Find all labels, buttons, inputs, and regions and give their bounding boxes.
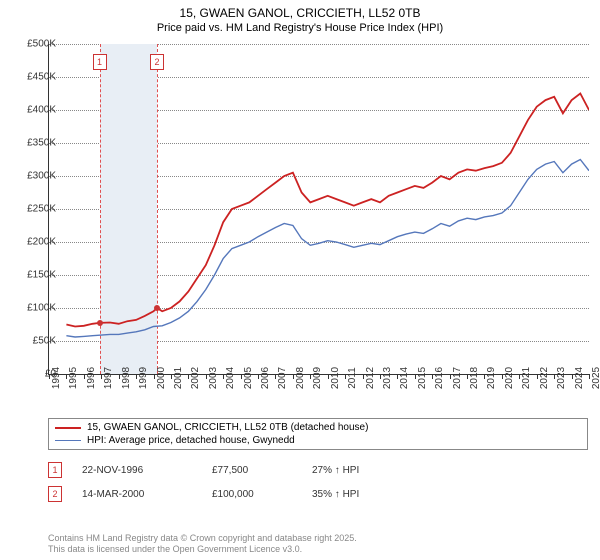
x-axis-label: 2016 — [434, 367, 445, 389]
page-subtitle: Price paid vs. HM Land Registry's House … — [0, 22, 600, 34]
sale-row-marker: 2 — [48, 486, 62, 502]
x-axis-label: 2005 — [243, 367, 254, 389]
x-axis-label: 2018 — [469, 367, 480, 389]
x-axis-label: 2024 — [574, 367, 585, 389]
x-tick — [258, 374, 259, 379]
x-axis-label: 2023 — [556, 367, 567, 389]
x-tick — [136, 374, 137, 379]
x-tick — [345, 374, 346, 379]
x-tick — [380, 374, 381, 379]
x-tick — [554, 374, 555, 379]
sale-row-marker: 1 — [48, 462, 62, 478]
y-axis-label: £250K — [12, 204, 56, 215]
x-tick — [119, 374, 120, 379]
sale-date: 22-NOV-1996 — [82, 465, 192, 476]
x-axis-label: 2000 — [156, 367, 167, 389]
y-axis-label: £400K — [12, 105, 56, 116]
x-axis-label: 2014 — [399, 367, 410, 389]
x-axis-label: 2022 — [539, 367, 550, 389]
x-tick — [467, 374, 468, 379]
x-tick — [363, 374, 364, 379]
x-axis-label: 2009 — [312, 367, 323, 389]
sale-price: £77,500 — [212, 465, 292, 476]
sale-row: 2 14-MAR-2000 £100,000 35% ↑ HPI — [48, 486, 392, 502]
x-axis-label: 2025 — [591, 367, 600, 389]
sale-hpi: 27% ↑ HPI — [312, 465, 392, 476]
x-axis-label: 2010 — [330, 367, 341, 389]
x-tick — [84, 374, 85, 379]
x-tick — [293, 374, 294, 379]
x-axis-label: 2020 — [504, 367, 515, 389]
x-axis-label: 2007 — [277, 367, 288, 389]
y-axis-label: £200K — [12, 237, 56, 248]
sale-row: 1 22-NOV-1996 £77,500 27% ↑ HPI — [48, 462, 392, 478]
x-axis-label: 1997 — [103, 367, 114, 389]
y-axis-label: £150K — [12, 270, 56, 281]
x-axis-label: 2015 — [417, 367, 428, 389]
x-tick — [502, 374, 503, 379]
x-tick — [572, 374, 573, 379]
x-tick — [171, 374, 172, 379]
y-axis-label: £500K — [12, 39, 56, 50]
x-tick — [589, 374, 590, 379]
series-line — [66, 94, 589, 327]
footer-line-2: This data is licensed under the Open Gov… — [48, 544, 357, 556]
x-tick — [415, 374, 416, 379]
x-axis-label: 1994 — [51, 367, 62, 389]
x-tick — [206, 374, 207, 379]
x-axis-label: 2001 — [173, 367, 184, 389]
x-axis-label: 1996 — [86, 367, 97, 389]
y-axis-label: £100K — [12, 303, 56, 314]
legend-label: 15, GWAEN GANOL, CRICCIETH, LL52 0TB (de… — [87, 422, 368, 433]
chart-area: 12 — [48, 44, 589, 375]
footer-line-1: Contains HM Land Registry data © Crown c… — [48, 533, 357, 545]
legend-row: 15, GWAEN GANOL, CRICCIETH, LL52 0TB (de… — [55, 421, 581, 434]
x-axis-label: 1998 — [121, 367, 132, 389]
sale-price: £100,000 — [212, 489, 292, 500]
x-axis-label: 2017 — [452, 367, 463, 389]
x-axis-label: 2019 — [486, 367, 497, 389]
legend-swatch — [55, 427, 81, 429]
y-axis-label: £450K — [12, 72, 56, 83]
x-axis-label: 1995 — [68, 367, 79, 389]
x-axis-label: 2002 — [190, 367, 201, 389]
x-tick — [241, 374, 242, 379]
x-tick — [328, 374, 329, 379]
x-tick — [537, 374, 538, 379]
x-axis-label: 2003 — [208, 367, 219, 389]
x-axis-label: 2004 — [225, 367, 236, 389]
legend-label: HPI: Average price, detached house, Gwyn… — [87, 435, 295, 446]
y-axis-label: £350K — [12, 138, 56, 149]
sale-marker-box: 2 — [150, 54, 164, 70]
legend-row: HPI: Average price, detached house, Gwyn… — [55, 434, 581, 447]
sale-marker-dot — [154, 305, 160, 311]
x-axis-label: 2008 — [295, 367, 306, 389]
x-tick — [154, 374, 155, 379]
y-axis-label: £0 — [12, 369, 56, 380]
x-axis-label: 2021 — [521, 367, 532, 389]
footer: Contains HM Land Registry data © Crown c… — [48, 533, 357, 556]
x-axis-label: 2012 — [365, 367, 376, 389]
x-axis-label: 2013 — [382, 367, 393, 389]
series-line — [66, 160, 589, 338]
x-axis-label: 1999 — [138, 367, 149, 389]
x-tick — [450, 374, 451, 379]
x-axis-label: 2006 — [260, 367, 271, 389]
page-title: 15, GWAEN GANOL, CRICCIETH, LL52 0TB — [0, 6, 600, 20]
sale-marker-dot — [97, 320, 103, 326]
sale-date: 14-MAR-2000 — [82, 489, 192, 500]
sale-marker-box: 1 — [93, 54, 107, 70]
legend: 15, GWAEN GANOL, CRICCIETH, LL52 0TB (de… — [48, 418, 588, 450]
y-axis-label: £300K — [12, 171, 56, 182]
x-axis-label: 2011 — [347, 367, 358, 389]
y-axis-label: £50K — [12, 336, 56, 347]
legend-swatch — [55, 440, 81, 442]
sale-hpi: 35% ↑ HPI — [312, 489, 392, 500]
